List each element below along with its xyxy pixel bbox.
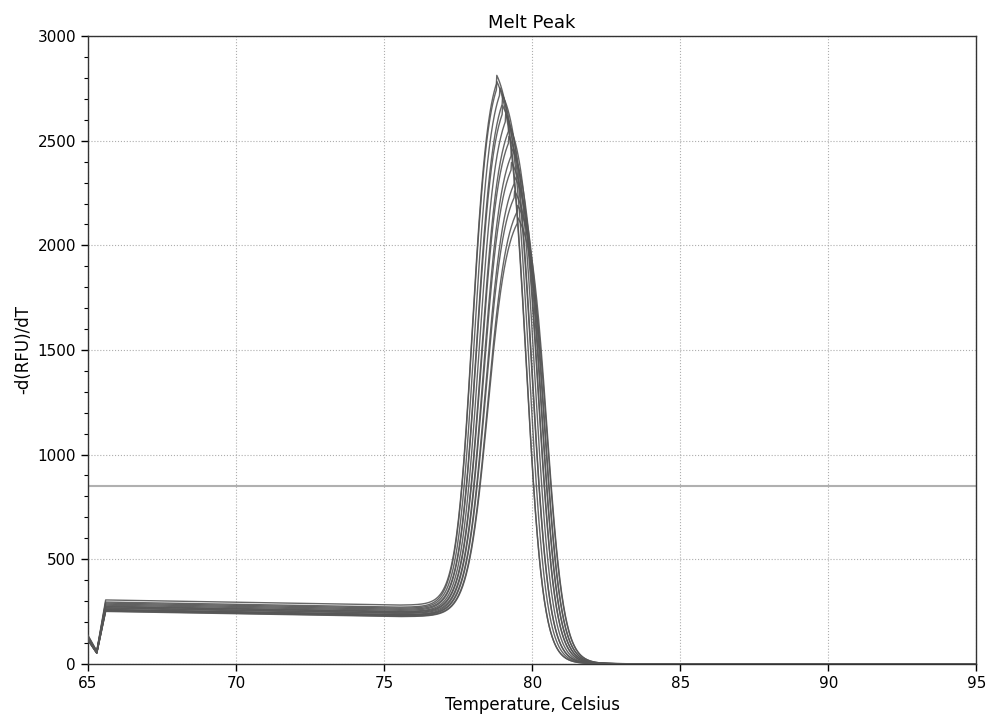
X-axis label: Temperature, Celsius: Temperature, Celsius — [445, 696, 620, 714]
Y-axis label: -d(RFU)/dT: -d(RFU)/dT — [14, 306, 32, 395]
Title: Melt Peak: Melt Peak — [488, 14, 576, 32]
